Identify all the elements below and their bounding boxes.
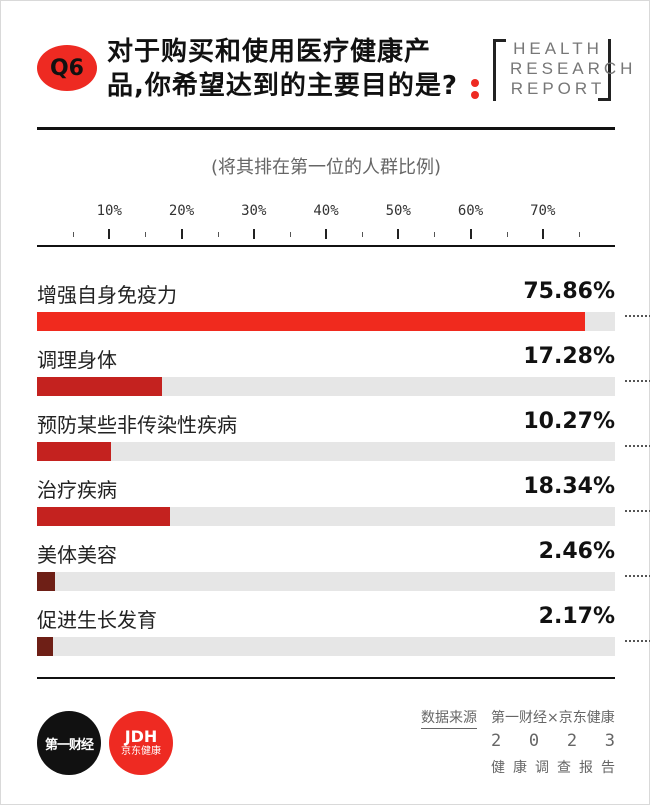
- value-label: 2.46%: [538, 539, 615, 564]
- x-minor-tick: [578, 232, 580, 237]
- bar-track: [37, 442, 615, 461]
- bar-row: 调理身体 17.28%: [37, 344, 615, 404]
- leader-dots: [625, 445, 650, 447]
- category-label: 美体美容: [37, 543, 117, 567]
- value-label: 10.27%: [523, 409, 615, 434]
- top-divider: [37, 127, 615, 130]
- category-label: 促进生长发育: [37, 608, 157, 632]
- bar-row: 美体美容 2.46%: [37, 539, 615, 599]
- value-label: 18.34%: [523, 474, 615, 499]
- bar-track: [37, 312, 615, 331]
- bar: [37, 572, 55, 591]
- colon-dot-icon: [471, 79, 479, 87]
- leader-dots: [625, 380, 650, 382]
- bar: [37, 377, 162, 396]
- bar-track: [37, 637, 615, 656]
- x-minor-tick: [73, 232, 75, 237]
- jdh-logo-mark: JDH: [124, 727, 158, 746]
- question-title: 对于购买和使用医疗健康产品,你希望达到的主要目的是?: [107, 37, 458, 101]
- report-bracket: HEALTH RESEARCH REPORT: [493, 39, 637, 101]
- report-year: 2 0 2 3: [491, 731, 615, 751]
- leader-dots: [625, 510, 650, 512]
- category-label: 预防某些非传染性疾病: [37, 413, 237, 437]
- category-label: 调理身体: [37, 348, 117, 372]
- report-line-report: REPORT: [510, 79, 606, 98]
- year-digit: 3: [604, 731, 615, 751]
- bar: [37, 312, 586, 331]
- chart-subtitle: (将其排在第一位的人群比例): [210, 157, 442, 178]
- year-digit: 0: [528, 731, 540, 751]
- question-badge: Q6: [37, 45, 97, 91]
- x-tick-label: 10%: [96, 203, 122, 219]
- x-axis: 10% 20% 30% 40% 50% 60% 70%: [37, 201, 615, 251]
- x-tick-mark: [541, 229, 544, 239]
- year-digit: 2: [566, 731, 578, 751]
- x-tick-mark: [397, 229, 400, 239]
- year-digit: 2: [491, 731, 502, 751]
- bar-track: [37, 507, 615, 526]
- x-tick-mark: [325, 229, 327, 239]
- x-tick-label: 60%: [457, 203, 484, 219]
- x-tick-mark: [252, 229, 255, 239]
- leader-dots: [625, 640, 650, 642]
- bar-row: 治疗疾病 18.34%: [37, 474, 615, 534]
- value-label: 75.86%: [523, 279, 615, 304]
- bar-track: [37, 377, 615, 396]
- bottom-divider: [37, 677, 615, 679]
- x-minor-tick: [362, 232, 364, 237]
- yicai-logo: 第一财经: [37, 711, 101, 775]
- x-tick-label: 30%: [241, 203, 267, 219]
- source-value: 第一财经×京东健康: [491, 710, 615, 726]
- category-label: 治疗疾病: [37, 478, 117, 502]
- bar-row: 预防某些非传染性疾病 10.27%: [37, 409, 615, 469]
- x-tick-mark: [108, 229, 111, 239]
- report-line-research: RESEARCH: [510, 59, 637, 78]
- report-line-health: HEALTH: [513, 39, 603, 58]
- x-minor-tick: [289, 232, 291, 237]
- x-tick-label: 50%: [385, 203, 411, 219]
- x-minor-tick: [217, 232, 219, 237]
- x-minor-tick: [506, 232, 508, 237]
- x-tick-label: 40%: [313, 203, 339, 219]
- x-tick-mark: [180, 229, 183, 239]
- bar: [37, 442, 112, 461]
- x-minor-tick: [145, 232, 147, 237]
- bar-row: 增强自身免疫力 75.86%: [37, 279, 615, 339]
- x-minor-tick: [434, 232, 436, 237]
- bar: [37, 637, 53, 656]
- jdh-logo: JDH 京东健康: [109, 711, 173, 775]
- value-label: 2.17%: [538, 604, 615, 629]
- jdh-logo-text: 京东健康: [121, 746, 161, 757]
- x-tick-mark: [469, 229, 472, 239]
- bar-track: [37, 572, 615, 591]
- x-tick-label: 20%: [168, 203, 195, 219]
- category-label: 增强自身免疫力: [37, 283, 177, 307]
- bar: [37, 507, 170, 526]
- report-name: 健康调查报告: [491, 760, 623, 776]
- leader-dots: [625, 315, 650, 317]
- leader-dots: [625, 575, 650, 577]
- axis-line: [37, 245, 615, 247]
- value-label: 17.28%: [523, 344, 615, 369]
- bar-row: 促进生长发育 2.17%: [37, 604, 615, 664]
- colon-dot-icon: [471, 91, 479, 99]
- source-label: 数据来源: [421, 707, 477, 729]
- x-tick-label: 70%: [530, 203, 556, 219]
